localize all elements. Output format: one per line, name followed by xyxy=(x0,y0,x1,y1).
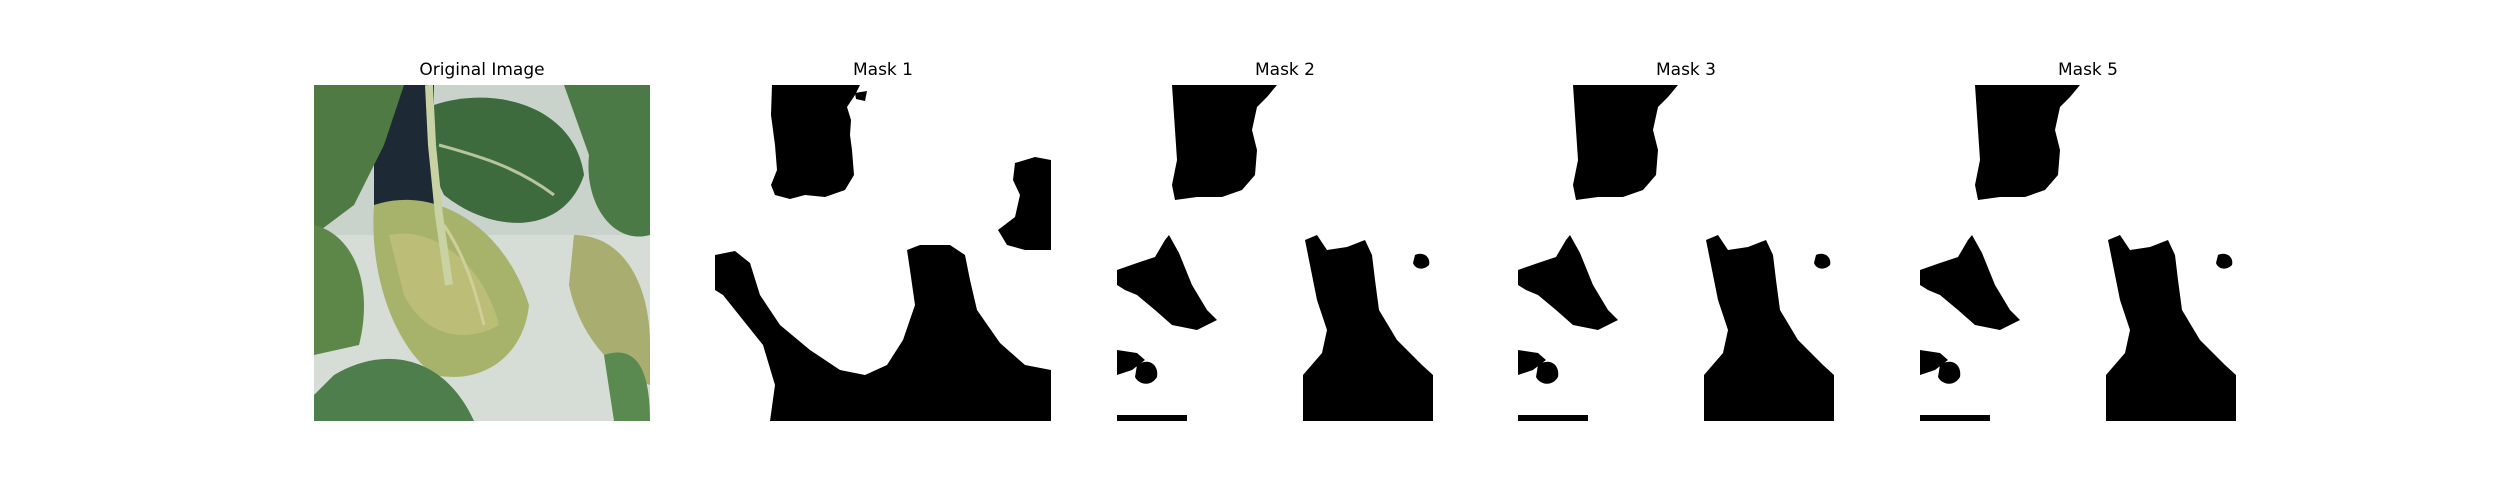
mask-5-shape xyxy=(1920,85,2256,421)
mask-image xyxy=(1920,85,2256,421)
mask-3-shape xyxy=(1518,85,1854,421)
mask-image xyxy=(1117,85,1453,421)
panel-title: Mask 1 xyxy=(852,60,913,80)
mask-image xyxy=(715,85,1051,421)
panel-title: Original Image xyxy=(419,60,545,80)
mask-image xyxy=(1518,85,1854,421)
panel-title: Mask 5 xyxy=(2057,60,2118,80)
mask-2-shape xyxy=(1117,85,1453,421)
mask-1-shape xyxy=(715,85,1051,421)
panel-title: Mask 2 xyxy=(1254,60,1315,80)
panel-title: Mask 3 xyxy=(1655,60,1716,80)
original-image xyxy=(314,85,650,421)
plant-photo xyxy=(314,85,650,421)
